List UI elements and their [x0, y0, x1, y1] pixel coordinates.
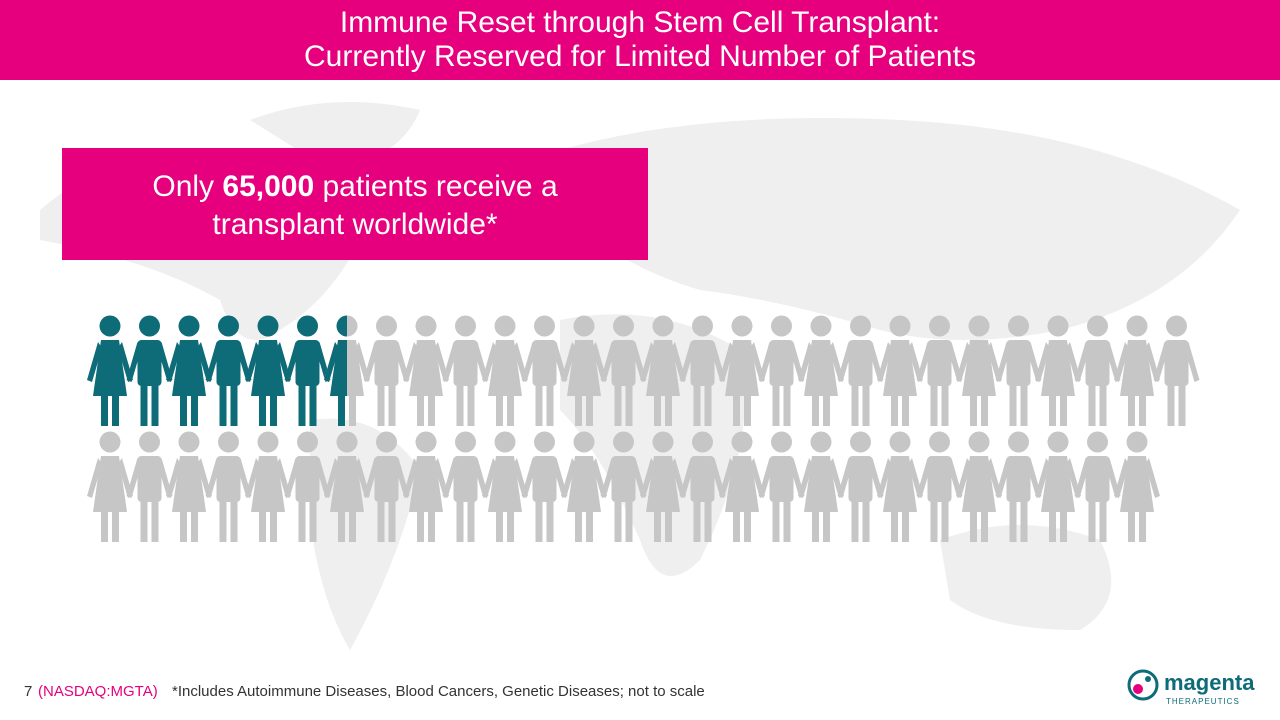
person	[126, 315, 173, 426]
person	[877, 315, 923, 426]
person	[442, 315, 489, 426]
ticker: (NASDAQ:MGTA)	[38, 683, 158, 700]
person	[442, 431, 489, 542]
person	[482, 431, 528, 542]
person	[640, 431, 686, 542]
person	[837, 431, 884, 542]
callout-emphasis: 65,000	[222, 170, 315, 203]
person	[1114, 431, 1160, 542]
logo-name: magenta	[1164, 670, 1255, 695]
logo-icon	[1127, 669, 1159, 701]
person	[245, 315, 291, 426]
page-number: 7	[24, 683, 33, 700]
person	[916, 315, 963, 426]
title: Immune Reset through Stem Cell Transplan…	[339, 6, 941, 39]
person	[284, 431, 331, 542]
person	[956, 431, 1002, 542]
person	[719, 315, 765, 426]
logo-tagline: THERAPEUTICS	[1166, 697, 1240, 706]
person	[679, 431, 726, 542]
person	[995, 431, 1042, 542]
person	[1074, 315, 1121, 426]
person	[1114, 315, 1160, 426]
person	[205, 315, 252, 426]
person	[798, 315, 844, 426]
person	[245, 431, 291, 542]
callout: Only 65,000 patients receive a transplan…	[62, 148, 648, 260]
person	[166, 431, 212, 542]
person	[640, 315, 686, 426]
person	[600, 431, 647, 542]
person	[758, 431, 805, 542]
person	[324, 315, 347, 426]
person	[284, 315, 331, 426]
footnote: *Includes Autoimmune Diseases, Blood Can…	[172, 683, 705, 700]
person	[403, 431, 449, 542]
person	[561, 315, 607, 426]
person	[363, 315, 410, 426]
callout-text: patients receive a	[322, 170, 558, 203]
person	[1035, 431, 1081, 542]
person	[719, 431, 765, 542]
person	[482, 315, 528, 426]
person	[956, 315, 1002, 426]
person	[403, 315, 449, 426]
callout-text: Only	[152, 170, 215, 203]
header: Immune Reset through Stem Cell Transplan…	[0, 0, 1280, 80]
person	[126, 431, 173, 542]
person	[87, 431, 133, 542]
person	[521, 431, 568, 542]
person	[600, 315, 647, 426]
callout-text: transplant worldwide*	[212, 208, 498, 241]
person	[521, 315, 568, 426]
person	[166, 315, 212, 426]
person	[877, 431, 923, 542]
person	[758, 315, 805, 426]
person	[1035, 315, 1081, 426]
person	[1153, 315, 1200, 426]
title: Currently Reserved for Limited Number of…	[304, 40, 976, 73]
people-pictograph	[87, 315, 1200, 542]
person	[837, 315, 884, 426]
person	[1074, 431, 1121, 542]
person	[679, 315, 726, 426]
person	[87, 315, 133, 426]
person	[324, 431, 370, 542]
person	[995, 315, 1042, 426]
person	[916, 431, 963, 542]
person	[798, 431, 844, 542]
person	[561, 431, 607, 542]
person	[363, 431, 410, 542]
person	[205, 431, 252, 542]
